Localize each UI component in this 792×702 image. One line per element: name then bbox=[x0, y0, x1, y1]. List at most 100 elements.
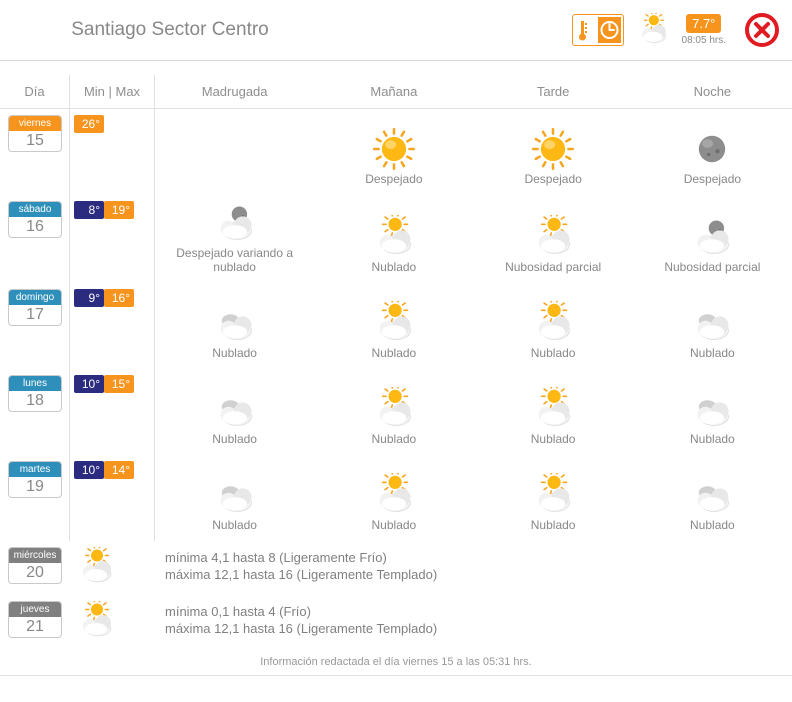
forecast-label: Nublado bbox=[531, 519, 576, 533]
minmax-cell bbox=[70, 541, 155, 595]
day-cell: martes 19 bbox=[0, 455, 70, 541]
day-pill[interactable]: miércoles 20 bbox=[8, 547, 62, 584]
day-number: 16 bbox=[9, 217, 61, 237]
cloud-icon bbox=[213, 387, 257, 431]
forecast-cell: Despejado bbox=[314, 109, 473, 195]
sun-icon bbox=[372, 127, 416, 171]
forecast-label: Despejado bbox=[524, 173, 581, 187]
cloud-icon bbox=[690, 301, 734, 345]
day-number: 20 bbox=[9, 563, 61, 583]
forecast-cell: Nubosidad parcial bbox=[474, 195, 633, 283]
day-name: jueves bbox=[9, 602, 61, 617]
forecast-label: Nublado bbox=[372, 433, 417, 447]
day-number: 19 bbox=[9, 477, 61, 497]
day-cell: lunes 18 bbox=[0, 369, 70, 455]
day-name: domingo bbox=[9, 290, 61, 305]
cloud-icon bbox=[213, 473, 257, 517]
cloud-sun-icon bbox=[531, 387, 575, 431]
cloud-sun-icon bbox=[531, 473, 575, 517]
forecast-label: Nubosidad parcial bbox=[505, 261, 601, 275]
forecast-cell: Despejado variando a nublado bbox=[155, 195, 314, 283]
day-name: sábado bbox=[9, 202, 61, 217]
forecast-cell: Nubosidad parcial bbox=[633, 195, 792, 283]
minmax-cell: 8°19° bbox=[70, 195, 155, 283]
forecast-label: Nublado bbox=[531, 347, 576, 361]
day-number: 17 bbox=[9, 305, 61, 325]
forecast-text: mínima 0,1 hasta 4 (Frío) máxima 12,1 ha… bbox=[155, 595, 792, 649]
cloud-sun-icon bbox=[76, 547, 116, 587]
col-minmax: Min | Max bbox=[70, 75, 155, 109]
forecast-cell: Nublado bbox=[314, 369, 473, 455]
col-day: Día bbox=[0, 75, 70, 109]
cloud-sun-icon bbox=[372, 215, 416, 259]
cloud-icon bbox=[213, 301, 257, 345]
moon-icon bbox=[690, 127, 734, 171]
day-cell: jueves 21 bbox=[0, 595, 70, 649]
current-temp: 7.7° bbox=[686, 14, 721, 33]
temp-min: 8° bbox=[74, 201, 104, 219]
forecast-cell: Despejado bbox=[474, 109, 633, 195]
forecast-label: Nublado bbox=[212, 433, 257, 447]
minmax-cell: 10°14° bbox=[70, 455, 155, 541]
forecast-cell: Nublado bbox=[155, 369, 314, 455]
temp-min: 10° bbox=[74, 461, 104, 479]
col-p1: Mañana bbox=[314, 75, 473, 109]
cloud-sun-icon bbox=[531, 215, 575, 259]
day-pill[interactable]: jueves 21 bbox=[8, 601, 62, 638]
forecast-label: Nublado bbox=[372, 261, 417, 275]
info-badge[interactable] bbox=[572, 14, 624, 46]
minmax-cell: 9°16° bbox=[70, 283, 155, 369]
forecast-cell: Nublado bbox=[474, 369, 633, 455]
day-cell: miércoles 20 bbox=[0, 541, 70, 595]
cloud-moon-icon bbox=[213, 201, 257, 245]
day-cell: sábado 16 bbox=[0, 195, 70, 283]
forecast-cell: Nublado bbox=[314, 283, 473, 369]
day-name: lunes bbox=[9, 376, 61, 391]
forecast-cell: Nublado bbox=[633, 455, 792, 541]
temp-max: 26° bbox=[74, 115, 104, 133]
day-name: miércoles bbox=[9, 548, 61, 563]
forecast-label: Nublado bbox=[690, 433, 735, 447]
footer-info: Información redactada el día viernes 15 … bbox=[0, 649, 792, 676]
temp-min: 9° bbox=[74, 289, 104, 307]
current-time: 08:05 hrs. bbox=[682, 36, 726, 46]
day-pill[interactable]: sábado 16 bbox=[8, 201, 62, 238]
col-p2: Tarde bbox=[474, 75, 633, 109]
temp-max: 14° bbox=[104, 461, 134, 479]
close-icon bbox=[744, 12, 780, 48]
cloud-sun-icon bbox=[372, 387, 416, 431]
temp-max: 15° bbox=[104, 375, 134, 393]
minmax-cell bbox=[70, 595, 155, 649]
day-pill[interactable]: martes 19 bbox=[8, 461, 62, 498]
cloud-icon bbox=[690, 387, 734, 431]
forecast-cell: Nublado bbox=[314, 195, 473, 283]
forecast-label: Nublado bbox=[372, 519, 417, 533]
forecast-label: Nubosidad parcial bbox=[664, 261, 760, 275]
minmax-cell: 26° bbox=[70, 109, 155, 195]
col-p3: Noche bbox=[633, 75, 792, 109]
forecast-cell: Nublado bbox=[633, 369, 792, 455]
forecast-cell: Despejado bbox=[633, 109, 792, 195]
day-name: viernes bbox=[9, 116, 61, 131]
current-weather-icon bbox=[636, 13, 670, 47]
forecast-label: Nublado bbox=[531, 433, 576, 447]
forecast-label: Nublado bbox=[212, 347, 257, 361]
forecast-label: Nublado bbox=[212, 519, 257, 533]
forecast-min-text: mínima 0,1 hasta 4 (Frío) bbox=[165, 603, 782, 621]
day-pill[interactable]: lunes 18 bbox=[8, 375, 62, 412]
temp-min: 10° bbox=[74, 375, 104, 393]
day-pill[interactable]: domingo 17 bbox=[8, 289, 62, 326]
forecast-label: Despejado bbox=[684, 173, 741, 187]
cloud-sun-icon bbox=[372, 301, 416, 345]
location-title: Santiago Sector Centro bbox=[0, 19, 340, 41]
cloud-moon-icon bbox=[690, 215, 734, 259]
close-button[interactable] bbox=[744, 12, 780, 48]
day-name: martes bbox=[9, 462, 61, 477]
forecast-label: Despejado bbox=[365, 173, 422, 187]
forecast-label: Nublado bbox=[372, 347, 417, 361]
day-pill[interactable]: viernes 15 bbox=[8, 115, 62, 152]
forecast-cell: Nublado bbox=[155, 455, 314, 541]
forecast-cell-empty bbox=[155, 109, 314, 195]
forecast-text: mínima 4,1 hasta 8 (Ligeramente Frío) má… bbox=[155, 541, 792, 595]
forecast-label: Nublado bbox=[690, 519, 735, 533]
